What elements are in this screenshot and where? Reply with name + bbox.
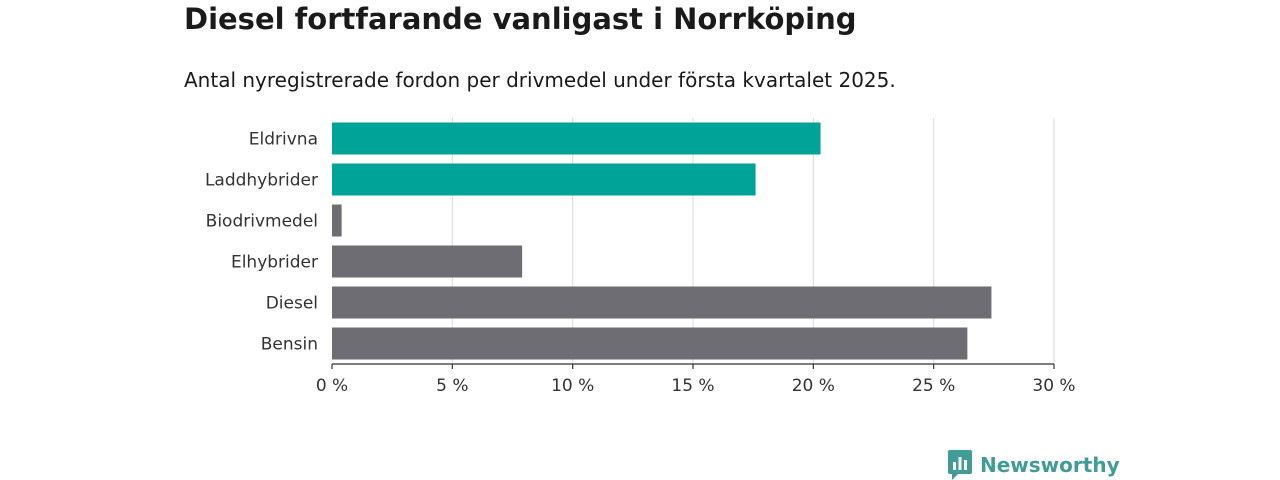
chart-title: Diesel fortfarande vanligast i Norrköpin… (184, 2, 857, 36)
category-label: Elhybrider (231, 253, 318, 273)
x-tick-label: 30 % (1032, 376, 1075, 396)
bar-eldrivna (332, 122, 821, 155)
x-tick-label: 10 % (551, 376, 594, 396)
x-tick-label: 20 % (792, 376, 835, 396)
category-label: Diesel (266, 294, 318, 314)
bar-laddhybrider (332, 163, 756, 196)
x-tick-label: 0 % (316, 376, 348, 396)
newsworthy-brand: Newsworthy (948, 450, 1120, 480)
chart-subtitle: Antal nyregistrerade fordon per drivmede… (184, 68, 896, 92)
x-tick-label: 5 % (436, 376, 468, 396)
brand-name: Newsworthy (980, 453, 1120, 477)
category-label: Laddhybrider (205, 171, 318, 191)
category-label: Biodrivmedel (206, 212, 318, 232)
category-label: Bensin (261, 335, 318, 355)
bar-diesel (332, 286, 992, 319)
bar-elhybrider (332, 245, 523, 278)
x-tick-label: 25 % (912, 376, 955, 396)
newsworthy-logo-icon (948, 450, 972, 480)
bar-biodrivmedel (332, 204, 342, 237)
category-label: Eldrivna (249, 130, 318, 150)
x-tick-label: 15 % (671, 376, 714, 396)
bar-chart: Eldrivna Laddhybrider Biodrivmedel Elhybrid… (205, 118, 1076, 396)
bar-bensin (332, 327, 968, 360)
